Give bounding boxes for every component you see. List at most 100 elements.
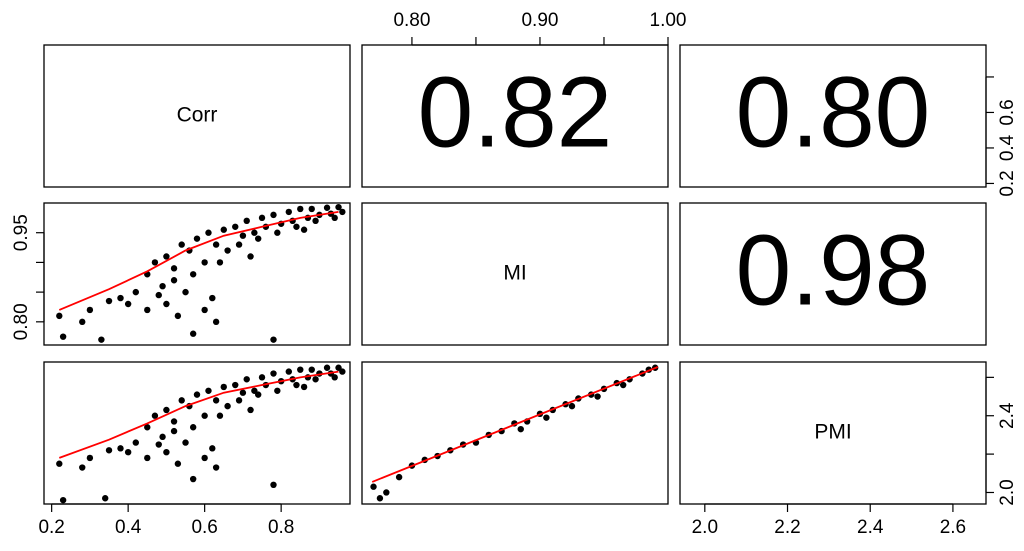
scatter-point [224,402,231,410]
scatter-point [205,387,212,394]
y-tick-label: 0.95 [11,214,32,251]
smooth-line [58,370,339,459]
scatter-point [189,475,197,483]
scatter-point [124,300,132,308]
y-tick-label: 2.4 [997,402,1018,429]
scatter-point [193,391,201,398]
scatter-point [297,205,304,213]
scatter-point [170,265,178,272]
scatter-point [163,448,170,456]
scatter-point [243,217,250,225]
scatter-point [151,259,159,266]
smooth-line [58,211,339,311]
smooth-line [371,366,659,483]
scatter-point [232,223,239,230]
scatter-point [144,424,151,431]
scatter-point [293,381,300,389]
x-tick-label: 2.0 [692,517,718,538]
panel [43,361,351,505]
scatter-point [201,412,208,419]
scatter-point [308,366,315,373]
scatter-point [255,391,262,398]
scatter-point [56,460,63,467]
panel [43,44,351,188]
x-tick-label: 0.4 [115,517,142,538]
scatter-point [105,447,113,454]
scatter-point [258,214,266,222]
scatter-point [235,241,243,248]
scatter-point [170,427,178,435]
scatter-point [339,208,346,216]
y-tick-label: 0.2 [997,170,1018,196]
x-tick-label: 0.2 [38,517,64,538]
scatter-point [79,464,86,471]
scatter-point [235,397,243,404]
scatter-point [117,294,124,302]
scatter-point [189,330,197,337]
scatter-point [312,376,319,383]
scatter-point [212,397,220,404]
x-tick-label: 2.4 [857,517,884,538]
scatter-point [174,460,182,467]
scatter-point [212,318,220,326]
scatter-point [170,418,178,425]
correlation-value: 0.82 [418,56,613,168]
x-tick-label: 2.2 [774,517,800,538]
scatter-point [201,306,208,314]
variable-label: Corr [177,104,218,127]
scatter-point [383,489,390,496]
x-tick-label: 2.6 [940,517,966,538]
scatter-point [308,205,315,213]
scatter-point [300,383,308,391]
scatter-point [232,381,239,389]
scatter-point [619,381,627,389]
variable-label: PMI [814,421,851,444]
x-tick-label: 1.00 [650,10,687,31]
scatter-point [331,374,338,381]
scatter-point [251,229,258,236]
scatter-point [182,439,189,446]
scatter-point [105,297,113,305]
scatter-point [243,376,250,383]
scatter-point [182,288,189,296]
scatter-point [205,229,212,236]
scatter-point [212,241,220,248]
scatter-point [59,333,67,340]
scatter-point [270,211,277,219]
scatter-point [79,318,86,326]
y-tick-label: 0.4 [997,134,1018,161]
scatter-point [370,483,377,490]
scatter-point [220,226,227,233]
scatter-point [312,217,319,225]
panel [679,202,987,346]
scatter-point [293,223,300,230]
scatter-point [216,412,224,419]
scatter-point [170,277,178,284]
scatter-point [144,454,151,462]
scatter-point [155,291,162,299]
scatter-point [216,259,224,266]
scatter-point [163,406,170,414]
x-tick-label: 0.8 [268,517,294,538]
scatter-point [395,473,403,481]
scatter-point [270,481,277,489]
scatter-point [163,300,170,308]
scatter-point [376,495,384,502]
scatter-point [274,229,281,236]
scatter-point [189,271,197,278]
x-tick-label: 0.6 [191,517,217,538]
scatter-point [300,226,308,233]
scatter-point [201,259,208,266]
scatter-point [102,495,109,502]
scatter-point [144,306,151,314]
y-tick-label: 2.0 [997,479,1018,505]
scatter-point [163,253,170,260]
scatter-point [174,312,182,320]
scatter-point [178,241,185,248]
scatter-point [594,393,601,400]
scatter-point [335,203,342,211]
scatter-point [258,374,266,381]
x-tick-label: 0.90 [521,10,558,31]
y-tick-label: 0.80 [11,303,32,340]
